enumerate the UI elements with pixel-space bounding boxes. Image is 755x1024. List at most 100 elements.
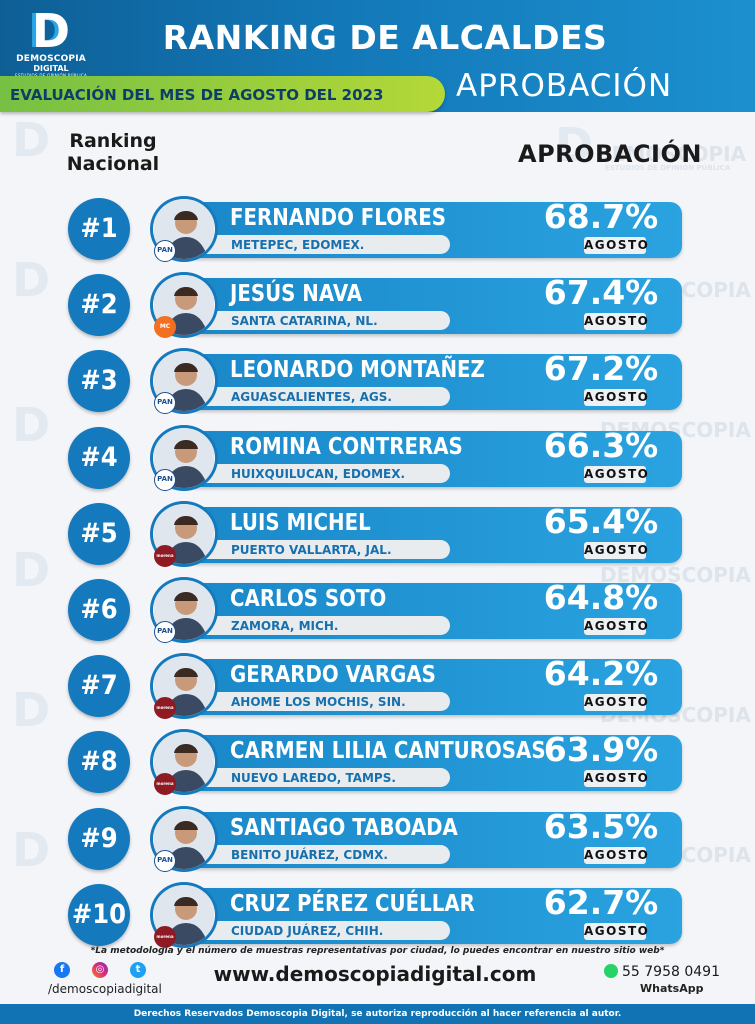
party-logo: PAN	[154, 621, 176, 643]
month-label: AGOSTO	[584, 770, 650, 787]
approval-value: 67.2%	[543, 349, 659, 388]
social-icons: f ◎ t	[54, 962, 154, 982]
mayor-city: CIUDAD JUÁREZ, CHIH.	[231, 924, 384, 938]
ranking-row: #6 PAN CARLOS SOTO ZAMORA, MICH. 64.8% AGOSTO	[0, 577, 755, 643]
watermark: D DEMOSCOPIA ESTUDIOS DE OPINIÓN PÚBLICA	[555, 118, 747, 172]
evaluation-banner: EVALUACIÓN DEL MES DE AGOSTO DEL 2023	[0, 76, 445, 112]
mayor-name: ROMINA CONTRERAS	[230, 434, 463, 460]
rank-badge: #8	[68, 731, 130, 793]
location-strip	[195, 768, 450, 787]
approval-value: 67.4%	[543, 273, 659, 312]
month-label: AGOSTO	[584, 313, 650, 330]
party-logo: morena	[154, 773, 176, 795]
location-strip	[195, 921, 450, 940]
approval-value: 63.9%	[543, 730, 659, 769]
twitter-icon[interactable]: t	[130, 962, 146, 978]
month-label: AGOSTO	[584, 542, 650, 559]
rank-badge: #6	[68, 579, 130, 641]
rank-badge: #7	[68, 655, 130, 717]
watermark: D	[12, 823, 51, 877]
mayor-name: GERARDO VARGAS	[230, 662, 436, 688]
mayor-photo	[150, 729, 218, 795]
person-icon	[154, 732, 214, 792]
approval-column-heading: APROBACIÓN	[518, 140, 702, 168]
rights-footer: Derechos Reservados Demoscopia Digital, …	[0, 1004, 755, 1024]
mayor-name: CRUZ PÉREZ CUÉLLAR	[230, 891, 475, 917]
approval-value: 66.3%	[543, 426, 659, 465]
location-strip	[195, 464, 450, 483]
whatsapp-contact[interactable]: 55 7958 0491	[604, 964, 724, 980]
social-handle[interactable]: /demoscopiadigital	[48, 982, 162, 996]
watermark: DEMOSCOPIA	[600, 563, 751, 587]
party-logo: MC	[154, 316, 176, 338]
mayor-city: HUIXQUILUCAN, EDOMEX.	[231, 467, 406, 481]
rank-badge: #5	[68, 503, 130, 565]
whatsapp-icon	[604, 964, 618, 978]
methodology-note: *La metodología y el número de muestras …	[90, 946, 665, 956]
rank-badge: #9	[68, 808, 130, 870]
approval-value: 64.2%	[543, 654, 659, 693]
ranking-row: #8 morena CARMEN LILIA CANTUROSAS NUEVO LAR…	[0, 729, 755, 795]
page-title: RANKING DE ALCALDES	[162, 18, 608, 57]
location-strip	[195, 692, 450, 711]
month-label: AGOSTO	[584, 694, 650, 711]
mayor-name: SANTIAGO TABOADA	[230, 815, 458, 841]
approval-value: 64.8%	[543, 578, 659, 617]
month-label: AGOSTO	[584, 237, 650, 254]
approval-subtitle: APROBACIÓN	[456, 68, 673, 104]
whatsapp-phone: 55 7958 0491	[622, 964, 720, 980]
ranking-row: #9 PAN SANTIAGO TABOADA BENITO JUÁREZ, CDMX…	[0, 806, 755, 872]
mayor-city: AGUASCALIENTES, AGS.	[231, 390, 392, 404]
ranking-row: #10 morena CRUZ PÉREZ CUÉLLAR CIUDAD JUÁREZ…	[0, 882, 755, 948]
facebook-icon[interactable]: f	[54, 962, 70, 978]
mayor-city: NUEVO LAREDO, TAMPS.	[231, 771, 396, 785]
month-label: AGOSTO	[584, 923, 650, 940]
mayor-photo	[150, 577, 218, 643]
mayor-name: CARLOS SOTO	[230, 586, 387, 612]
party-logo: PAN	[154, 469, 176, 491]
month-label: AGOSTO	[584, 847, 650, 864]
ranking-row: #3 PAN LEONARDO MONTAÑEZ AGUASCALIENTES, AG…	[0, 348, 755, 414]
mayor-city: ZAMORA, MICH.	[231, 619, 339, 633]
approval-value: 65.4%	[543, 502, 659, 541]
month-label: AGOSTO	[584, 389, 650, 406]
website-link[interactable]: www.demoscopiadigital.com	[213, 962, 537, 986]
rank-badge: #1	[68, 198, 130, 260]
mayor-photo	[150, 272, 218, 338]
party-logo: morena	[154, 926, 176, 948]
instagram-icon[interactable]: ◎	[92, 962, 108, 978]
watermark: D	[12, 543, 51, 597]
logo-letter: D	[31, 4, 71, 58]
location-strip	[195, 311, 450, 330]
logo-line-1: DEMOSCOPIA	[16, 54, 86, 64]
mayor-name: CARMEN LILIA CANTUROSAS	[230, 738, 546, 764]
mayor-name: LUIS MICHEL	[230, 510, 371, 536]
logo-line-3: ESTUDIOS DE OPINIÓN PÚBLICA	[12, 73, 90, 79]
brand-logo: D DEMOSCOPIA DIGITAL ESTUDIOS DE OPINIÓN…	[12, 8, 90, 78]
person-icon	[154, 504, 214, 564]
ranking-row: #4 PAN ROMINA CONTRERAS HUIXQUILUCAN, EDOME…	[0, 425, 755, 491]
location-strip	[195, 387, 450, 406]
watermark: D	[12, 683, 51, 737]
location-strip	[195, 540, 450, 559]
month-label: AGOSTO	[584, 618, 650, 635]
month-label: AGOSTO	[584, 466, 650, 483]
ranking-row: #5 morena LUIS MICHEL PUERTO VALLARTA, JAL.…	[0, 501, 755, 567]
mayor-name: FERNANDO FLORES	[230, 205, 447, 231]
evaluation-text: EVALUACIÓN DEL MES DE AGOSTO DEL 2023	[10, 86, 384, 104]
mayor-city: METEPEC, EDOMEX.	[231, 238, 365, 252]
rank-badge: #2	[68, 274, 130, 336]
watermark: D	[12, 253, 51, 307]
mayor-city: AHOME LOS MOCHIS, SIN.	[231, 695, 406, 709]
ranking-row: #1 PAN FERNANDO FLORES METEPEC, EDOMEX. 68.7…	[0, 196, 755, 262]
party-logo: PAN	[154, 240, 176, 262]
mayor-name: LEONARDO MONTAÑEZ	[230, 357, 485, 383]
approval-value: 68.7%	[543, 197, 659, 236]
mayor-city: SANTA CATARINA, NL.	[231, 314, 378, 328]
approval-value: 63.5%	[543, 807, 659, 846]
whatsapp-label: WhatsApp	[640, 982, 704, 995]
ranking-row: #7 morena GERARDO VARGAS AHOME LOS MOCHIS, …	[0, 653, 755, 719]
header-banner: D DEMOSCOPIA DIGITAL ESTUDIOS DE OPINIÓN…	[0, 0, 755, 112]
party-logo: morena	[154, 697, 176, 719]
mayor-photo	[150, 882, 218, 948]
